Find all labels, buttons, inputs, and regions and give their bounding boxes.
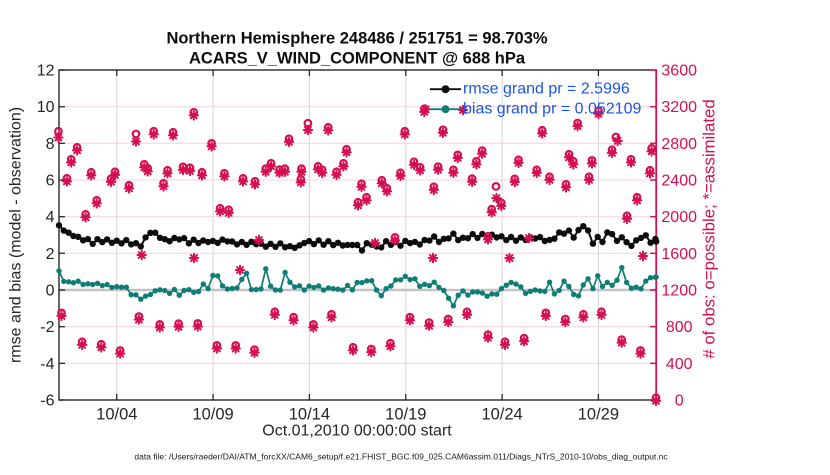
svg-text:# of obs: o=possible; *=assimi: # of obs: o=possible; *=assimilated [700,99,719,358]
svg-text:2800: 2800 [661,136,697,153]
svg-text:800: 800 [666,319,693,336]
svg-text:-4: -4 [40,356,54,373]
svg-text:10/19: 10/19 [385,405,426,423]
svg-text:3600: 3600 [661,63,697,80]
svg-text:bias grand pr = 0.052109: bias grand pr = 0.052109 [463,100,641,117]
svg-text:10/09: 10/09 [192,405,233,423]
svg-text:Oct.01,2010 00:00:00 start: Oct.01,2010 00:00:00 start [262,423,452,440]
svg-text:4: 4 [46,209,55,226]
svg-text:-6: -6 [40,393,54,410]
svg-text:Northern Hemisphere 248486 / 2: Northern Hemisphere 248486 / 251751 = 98… [166,30,547,48]
svg-text:400: 400 [666,356,693,373]
svg-text:0: 0 [675,393,684,410]
svg-text:ACARS_V_WIND_COMPONENT @ 688 h: ACARS_V_WIND_COMPONENT @ 688 hPa [189,50,526,68]
svg-text:10/04: 10/04 [96,405,137,423]
svg-text:3200: 3200 [661,99,697,116]
svg-text:10/29: 10/29 [578,405,619,423]
svg-text:12: 12 [37,63,55,80]
svg-text:6: 6 [46,173,55,190]
svg-text:rmse and bias (model - observa: rmse and bias (model - observation) [8,107,25,363]
svg-text:2: 2 [46,246,55,263]
svg-text:-2: -2 [40,319,54,336]
svg-text:2400: 2400 [661,173,697,190]
svg-text:10/14: 10/14 [289,405,330,423]
svg-text:rmse grand pr = 2.5996: rmse grand pr = 2.5996 [463,80,630,97]
svg-text:10: 10 [37,99,55,116]
svg-text:8: 8 [46,136,55,153]
svg-text:2000: 2000 [661,209,697,226]
svg-text:10/24: 10/24 [481,405,522,423]
svg-text:1600: 1600 [661,246,697,263]
svg-text:1200: 1200 [661,283,697,300]
svg-text:data file: /Users/raeder/DAI/A: data file: /Users/raeder/DAI/ATM_forcXX/… [134,452,668,462]
svg-text:0: 0 [46,283,55,300]
